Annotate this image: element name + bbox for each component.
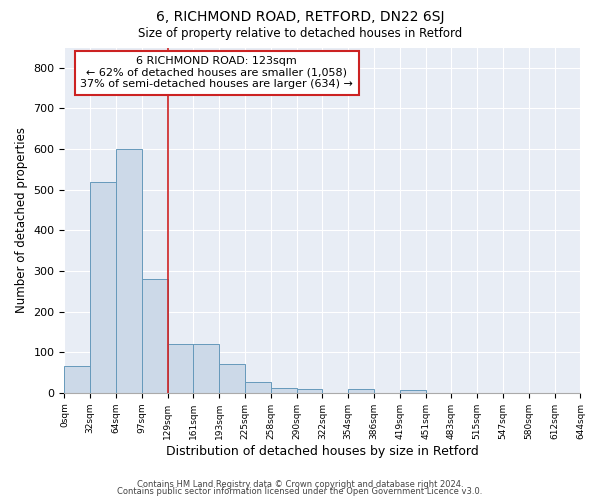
Bar: [116, 149, 142, 393]
Bar: [193, 344, 219, 393]
Bar: [245, 382, 271, 393]
Bar: [271, 388, 297, 393]
Text: 6, RICHMOND ROAD, RETFORD, DN22 6SJ: 6, RICHMOND ROAD, RETFORD, DN22 6SJ: [156, 10, 444, 24]
Bar: [297, 389, 322, 393]
X-axis label: Distribution of detached houses by size in Retford: Distribution of detached houses by size …: [166, 444, 479, 458]
Bar: [400, 390, 426, 393]
Text: Contains HM Land Registry data © Crown copyright and database right 2024.: Contains HM Land Registry data © Crown c…: [137, 480, 463, 489]
Y-axis label: Number of detached properties: Number of detached properties: [15, 127, 28, 313]
Text: 6 RICHMOND ROAD: 123sqm
← 62% of detached houses are smaller (1,058)
37% of semi: 6 RICHMOND ROAD: 123sqm ← 62% of detache…: [80, 56, 353, 90]
Bar: [142, 279, 168, 393]
Bar: [348, 389, 374, 393]
Bar: [64, 366, 90, 393]
Bar: [90, 182, 116, 393]
Text: Size of property relative to detached houses in Retford: Size of property relative to detached ho…: [138, 28, 462, 40]
Bar: [168, 344, 193, 393]
Bar: [219, 364, 245, 393]
Text: Contains public sector information licensed under the Open Government Licence v3: Contains public sector information licen…: [118, 487, 482, 496]
